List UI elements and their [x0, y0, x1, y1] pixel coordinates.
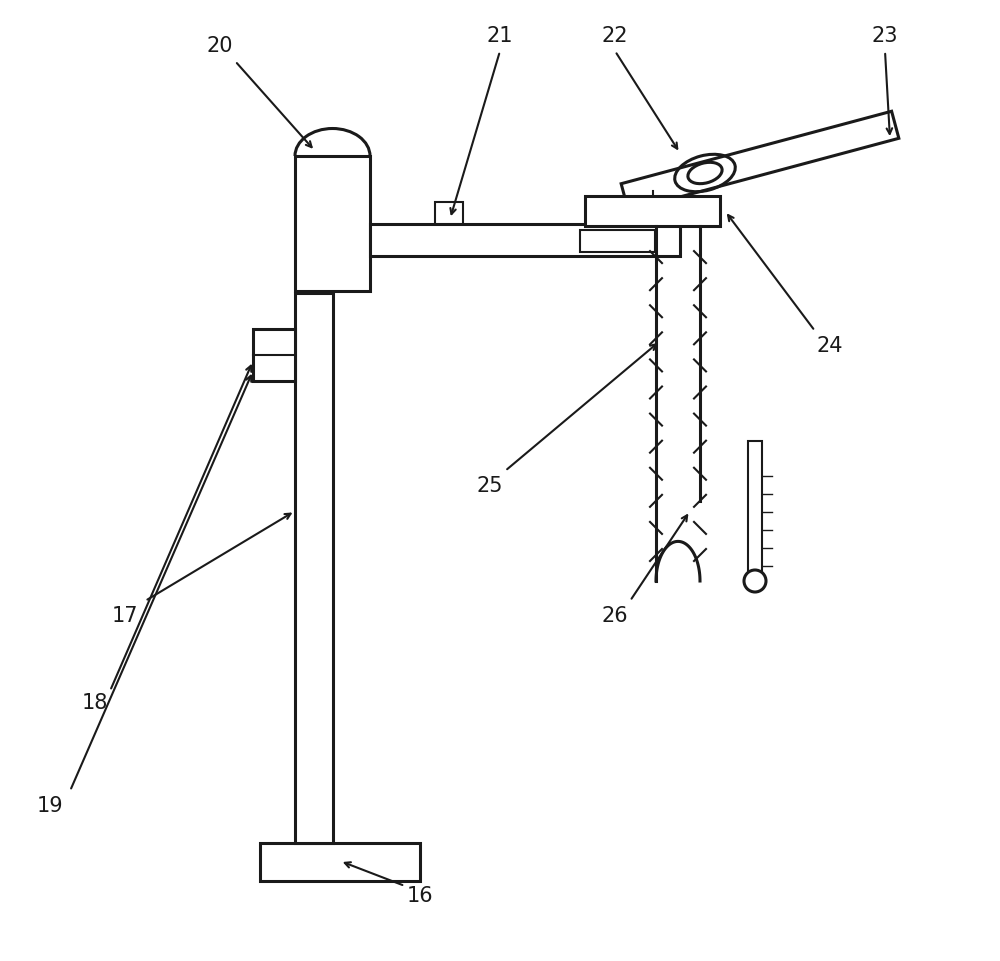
Text: 18: 18 [82, 693, 108, 713]
Text: 23: 23 [872, 26, 898, 46]
Bar [260, 843, 420, 881]
Bar [295, 156, 370, 291]
Text: 17: 17 [112, 606, 138, 626]
Text: 22: 22 [602, 26, 628, 46]
Bar [585, 196, 720, 226]
Text: 25: 25 [477, 476, 503, 496]
Text: 21: 21 [487, 26, 513, 46]
Text: 20: 20 [207, 36, 233, 56]
Bar [748, 441, 762, 581]
Ellipse shape [688, 162, 722, 184]
Bar [253, 329, 295, 381]
Bar [295, 293, 333, 843]
Bar [580, 230, 655, 252]
Text: 26: 26 [602, 606, 628, 626]
Text: 19: 19 [37, 796, 63, 816]
Bar [370, 224, 680, 256]
Text: 24: 24 [817, 336, 843, 356]
Bar [435, 202, 463, 224]
Polygon shape [621, 111, 899, 210]
Ellipse shape [744, 570, 766, 592]
Text: 16: 16 [407, 886, 433, 906]
